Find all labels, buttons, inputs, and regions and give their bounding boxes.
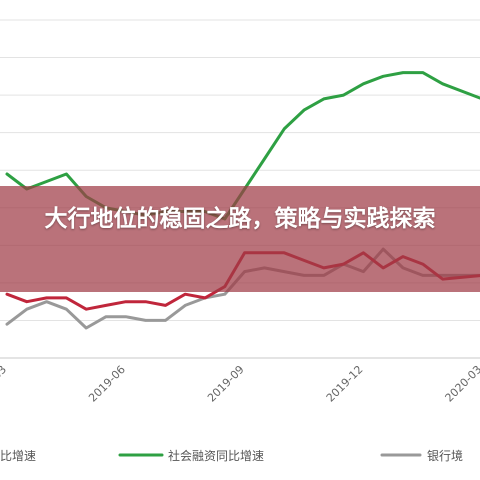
x-tick-label: 2019-03 — [0, 363, 9, 405]
legend: 比增速 社会融资同比增速 银行境 — [0, 448, 463, 463]
legend-label: 银行境 — [427, 448, 463, 463]
x-axis-ticks: 2019-032019-062019-092019-122020-032020-… — [0, 363, 480, 405]
x-tick-label: 2019-09 — [205, 363, 247, 405]
headline-title: 大行地位的稳固之路，策略与实践探索 — [44, 206, 436, 232]
x-tick-label: 2019-06 — [86, 363, 128, 405]
x-tick-label: 2020-03 — [443, 363, 480, 405]
title-banner — [0, 186, 480, 292]
x-tick-label: 2019-12 — [324, 363, 366, 405]
legend-label: 比增速 — [0, 449, 36, 463]
legend-label: 社会融资同比增速 — [168, 448, 264, 463]
